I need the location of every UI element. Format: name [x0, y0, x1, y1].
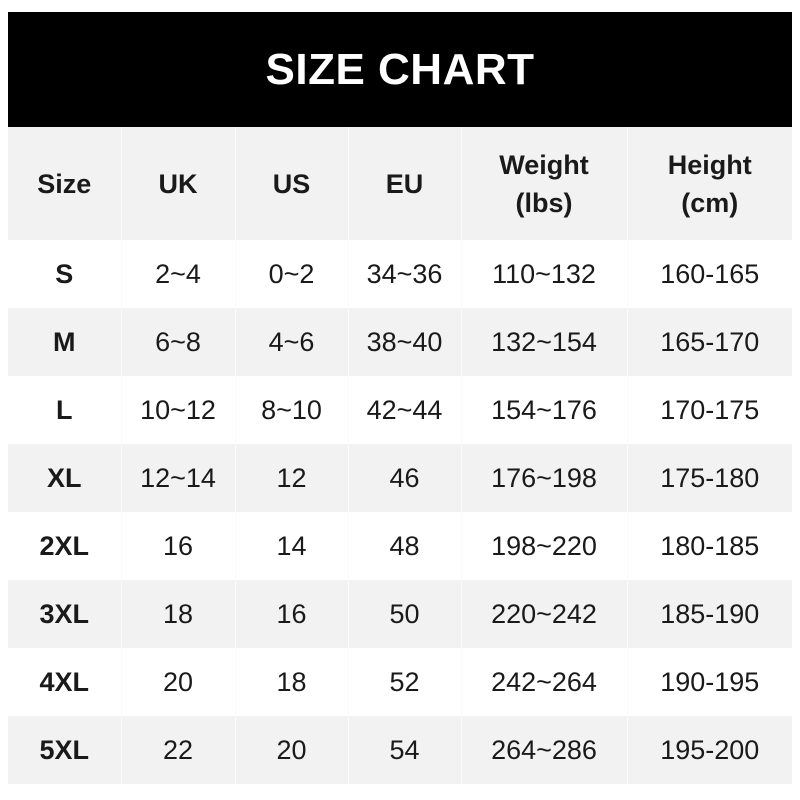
header-size: Size [8, 127, 121, 240]
cell-us: 12 [234, 444, 348, 512]
table-row: 3XL 18 16 50 220~242 185-190 [8, 580, 792, 648]
cell-eu: 48 [347, 512, 461, 580]
table-row: L 10~12 8~10 42~44 154~176 170-175 [8, 376, 792, 444]
cell-uk: 20 [120, 648, 235, 716]
header-height-line: Height [667, 149, 752, 180]
table-row: 5XL 22 20 54 264~286 195-200 [8, 716, 792, 784]
cell-us: 8~10 [234, 376, 348, 444]
cell-uk: 6~8 [120, 308, 235, 376]
header-weight: Weight (lbs) [460, 127, 627, 240]
cell-weight: 220~242 [460, 580, 627, 648]
cell-height: 170-175 [626, 376, 792, 444]
cell-size: XL [8, 444, 121, 512]
header-eu: EU [347, 127, 461, 240]
cell-weight: 154~176 [460, 376, 627, 444]
cell-weight: 198~220 [460, 512, 627, 580]
cell-eu: 50 [347, 580, 461, 648]
table-row: M 6~8 4~6 38~40 132~154 165-170 [8, 308, 792, 376]
table-row: 2XL 16 14 48 198~220 180-185 [8, 512, 792, 580]
header-size-line: Size [37, 168, 92, 199]
table-row: S 2~4 0~2 34~36 110~132 160-165 [8, 240, 792, 308]
cell-height: 185-190 [626, 580, 792, 648]
size-chart-title: SIZE CHART [8, 12, 792, 127]
cell-size: S [55, 258, 74, 289]
cell-us: 0~2 [234, 240, 348, 308]
cell-us: 16 [234, 580, 348, 648]
header-us-line: US [272, 168, 311, 199]
header-eu-line: EU [385, 168, 424, 199]
size-chart-table: Size UK US EU Weight (lbs) Height (cm) S 2~4 0~2 3… [8, 127, 792, 784]
cell-eu: 38~40 [347, 308, 461, 376]
cell-size: M [8, 308, 121, 376]
cell-size: 5XL [8, 716, 121, 784]
cell-height: 195-200 [626, 716, 792, 784]
cell-weight: 110~132 [460, 240, 627, 308]
cell-uk: 12~14 [120, 444, 235, 512]
header-row: Size UK US EU Weight (lbs) Height (cm) [8, 127, 792, 240]
cell-height: 165-170 [626, 308, 792, 376]
cell-height: 180-185 [626, 512, 792, 580]
cell-us: 20 [234, 716, 348, 784]
header-weight-line: Weight [499, 149, 589, 180]
header-weight-line: (lbs) [515, 187, 573, 218]
cell-size: L [56, 394, 73, 425]
cell-size: 2XL [39, 530, 90, 561]
cell-uk: 10~12 [120, 376, 235, 444]
cell-size: 3XL [8, 580, 121, 648]
cell-weight: 242~264 [460, 648, 627, 716]
cell-weight: 264~286 [460, 716, 627, 784]
cell-uk: 16 [120, 512, 235, 580]
cell-height: 175-180 [626, 444, 792, 512]
cell-eu: 54 [347, 716, 461, 784]
table-row: XL 12~14 12 46 176~198 175-180 [8, 444, 792, 512]
cell-height: 160-165 [626, 240, 792, 308]
cell-us: 18 [234, 648, 348, 716]
header-uk: UK [120, 127, 235, 240]
cell-weight: 176~198 [460, 444, 627, 512]
cell-size: 4XL [39, 666, 90, 697]
table-row: 4XL 20 18 52 242~264 190-195 [8, 648, 792, 716]
cell-us: 4~6 [234, 308, 348, 376]
cell-weight: 132~154 [460, 308, 627, 376]
cell-eu: 46 [347, 444, 461, 512]
cell-eu: 52 [347, 648, 461, 716]
cell-uk: 2~4 [120, 240, 235, 308]
header-height: Height (cm) [626, 127, 792, 240]
cell-eu: 42~44 [347, 376, 461, 444]
header-us: US [234, 127, 348, 240]
cell-eu: 34~36 [347, 240, 461, 308]
header-uk-line: UK [158, 168, 198, 199]
header-height-line: (cm) [681, 187, 739, 218]
cell-us: 14 [234, 512, 348, 580]
cell-height: 190-195 [626, 648, 792, 716]
cell-uk: 22 [120, 716, 235, 784]
cell-uk: 18 [120, 580, 235, 648]
